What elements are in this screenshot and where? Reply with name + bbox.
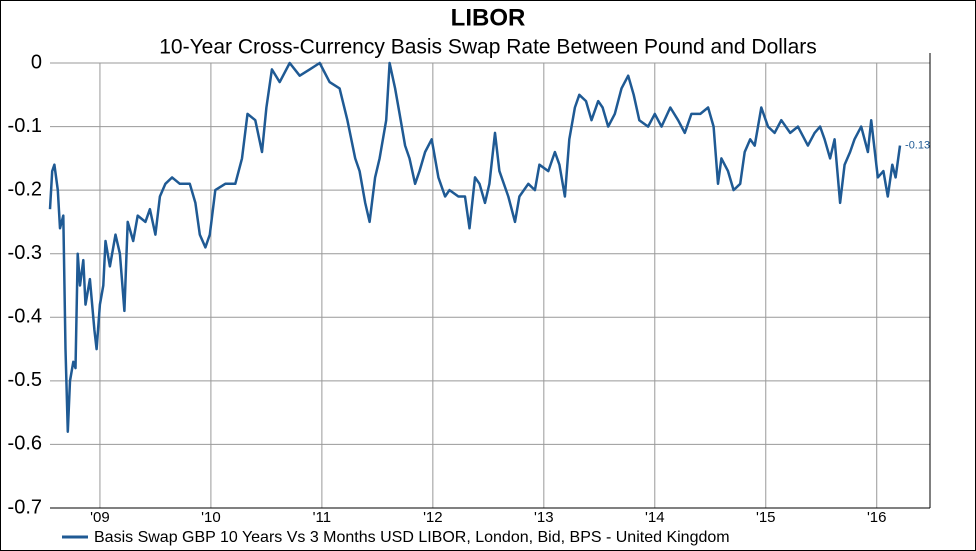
x-tick-label: '10 xyxy=(201,509,221,526)
x-tick-label: '14 xyxy=(645,509,665,526)
y-tick-label: 0 xyxy=(31,51,42,73)
x-tick-label: '15 xyxy=(756,509,776,526)
chart-title: LIBOR xyxy=(451,4,526,31)
series-line xyxy=(48,61,902,433)
legend-label: Basis Swap GBP 10 Years Vs 3 Months USD … xyxy=(94,529,730,546)
x-tick-label: '09 xyxy=(90,509,110,526)
y-tick-label: -0.3 xyxy=(8,242,42,264)
x-tick-label: '12 xyxy=(423,509,443,526)
end-value-label: -0.13 xyxy=(905,140,930,152)
x-tick-label: '13 xyxy=(534,509,554,526)
y-tick-label: -0.1 xyxy=(8,115,42,137)
y-tick-label: -0.4 xyxy=(8,306,42,328)
chart-subtitle: 10-Year Cross-Currency Basis Swap Rate B… xyxy=(159,36,817,59)
y-tick-label: -0.7 xyxy=(8,496,42,518)
y-tick-label: -0.2 xyxy=(8,178,42,200)
x-tick-label: '16 xyxy=(867,509,887,526)
y-tick-label: -0.6 xyxy=(8,433,42,455)
y-tick-label: -0.5 xyxy=(8,369,42,391)
x-tick-label: '11 xyxy=(313,509,331,526)
